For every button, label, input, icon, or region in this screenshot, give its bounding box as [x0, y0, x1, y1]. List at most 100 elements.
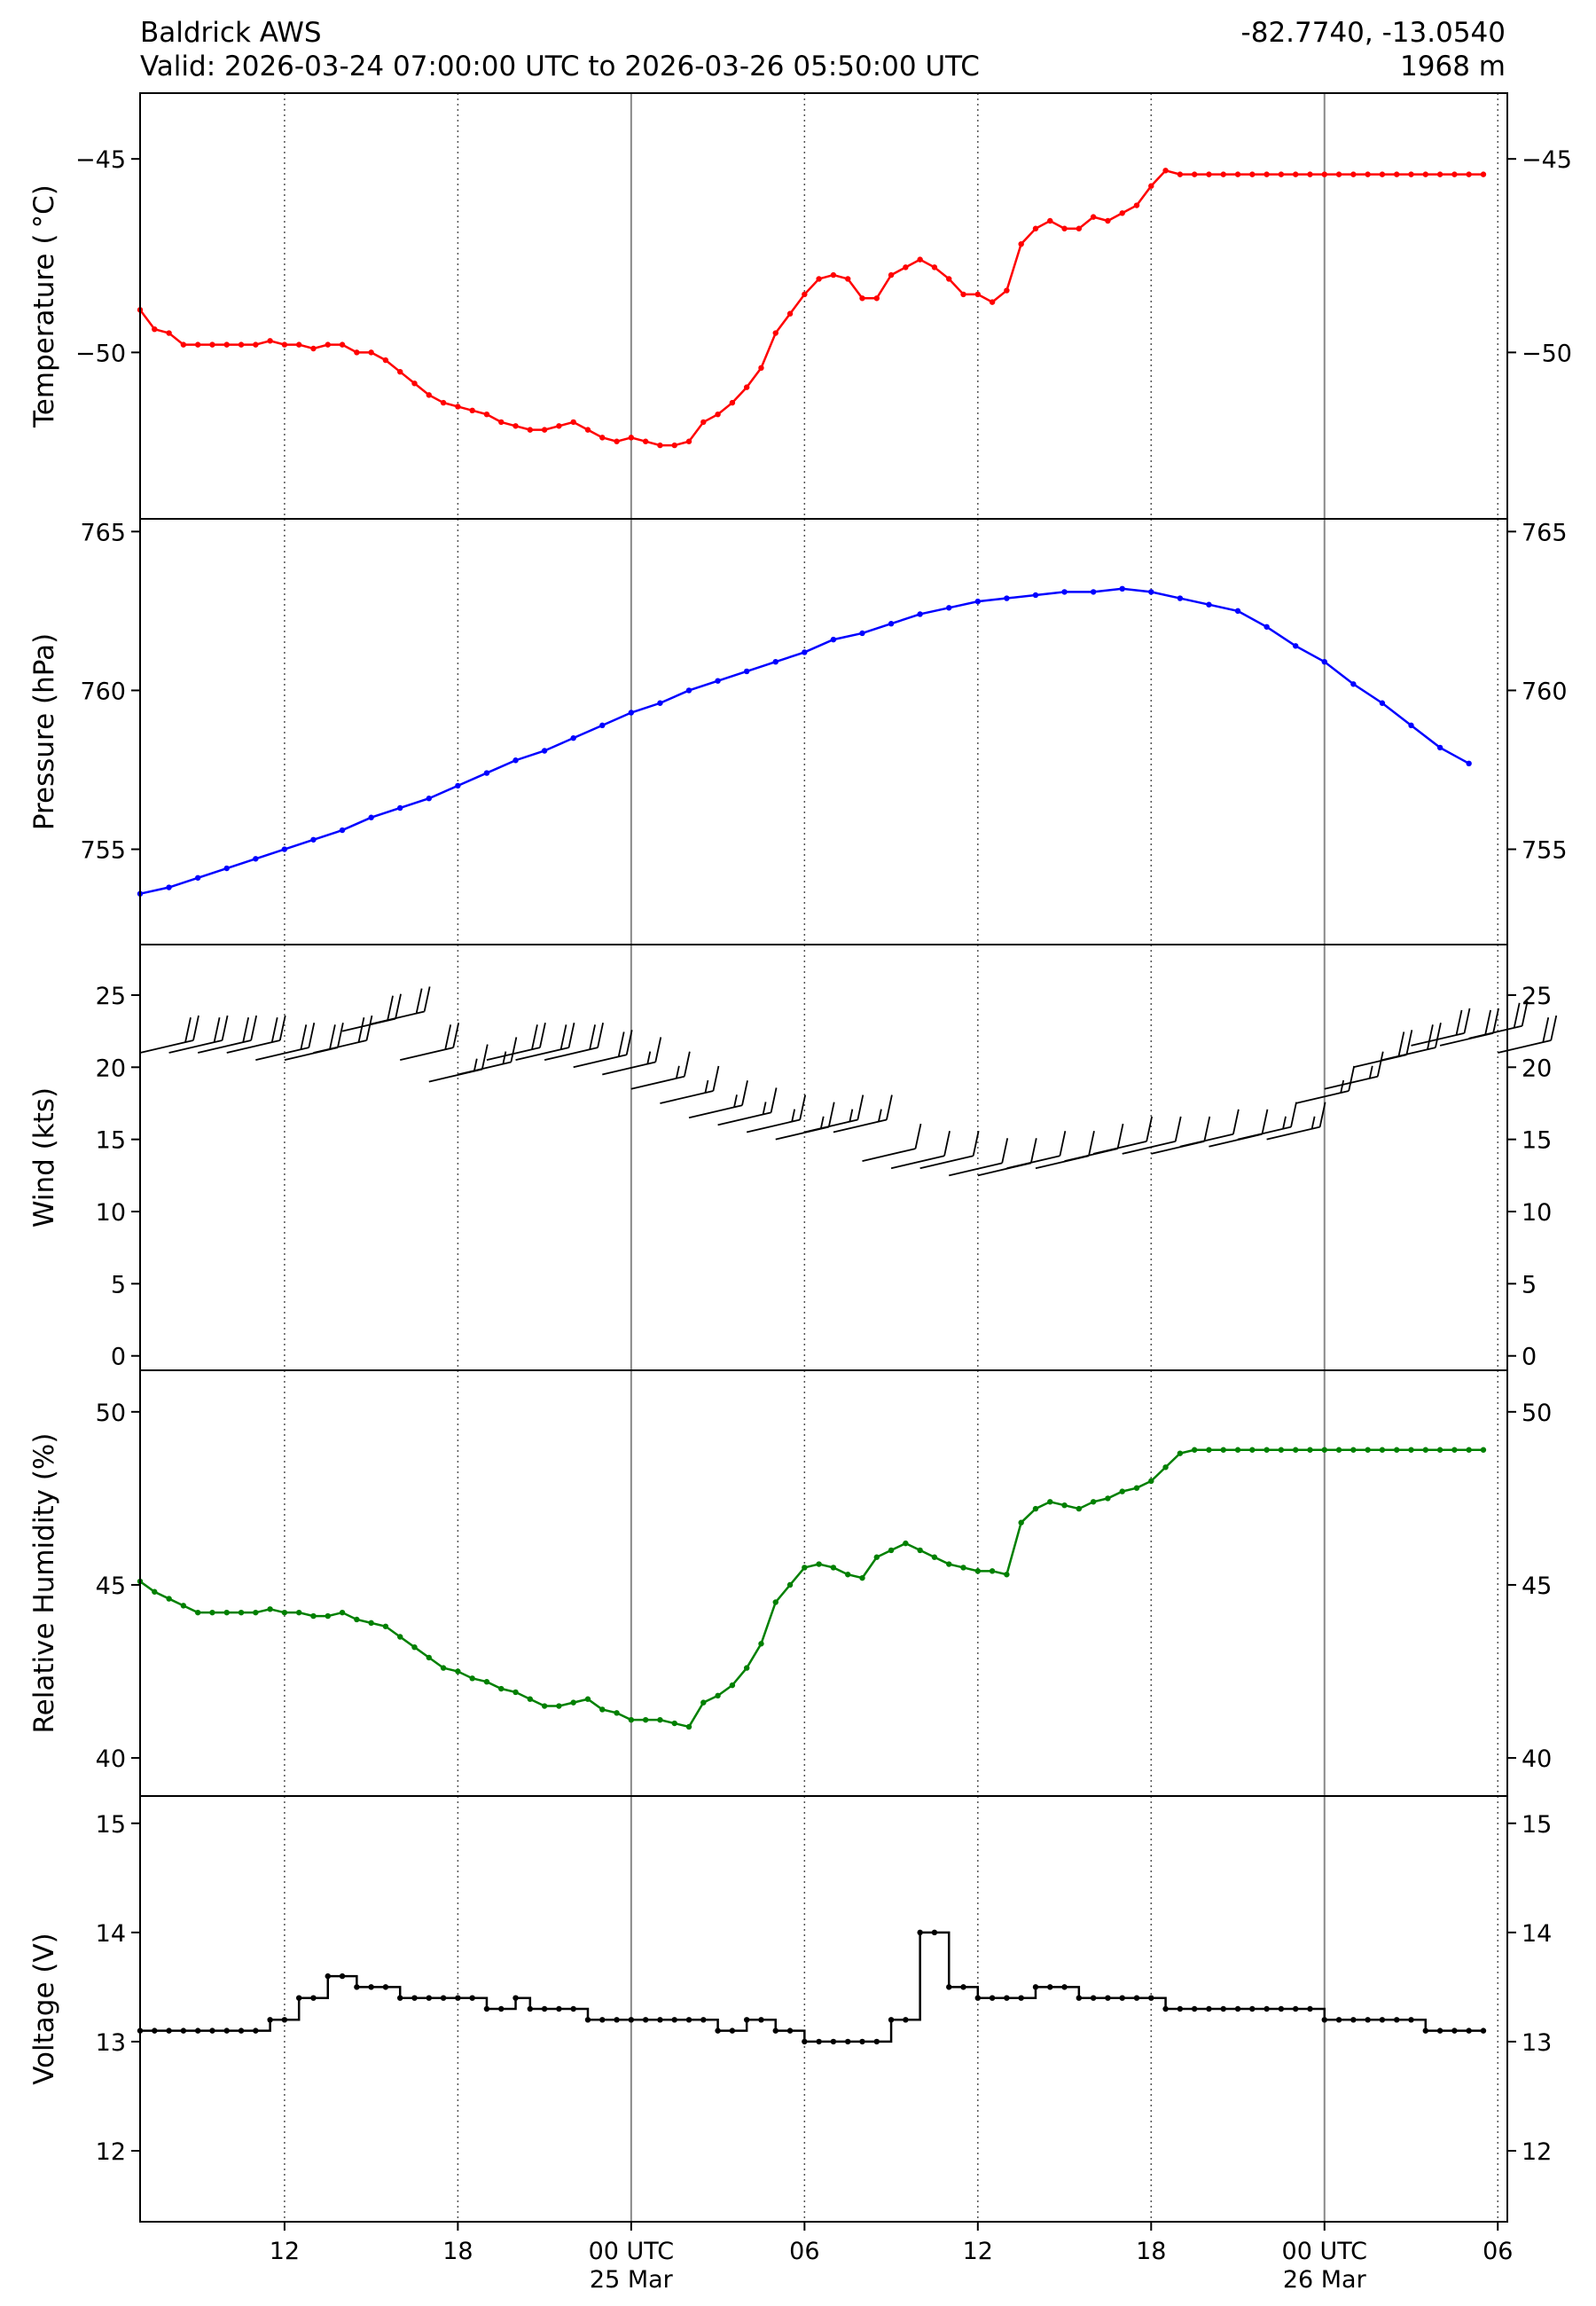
data-point [354, 349, 360, 356]
y-tick-label-left: −45 [75, 146, 126, 174]
data-point [642, 1716, 649, 1723]
data-point [989, 299, 996, 305]
data-point [599, 722, 606, 729]
station-elevation: 1968 m [1400, 51, 1506, 82]
data-point [223, 2028, 230, 2034]
y-axis-label: Relative Humidity (%) [28, 1433, 60, 1734]
data-point [1264, 171, 1270, 177]
y-tick-label-left: 765 [80, 519, 126, 546]
data-point [873, 1554, 880, 1560]
data-point [584, 1696, 591, 1702]
data-point [209, 341, 215, 348]
data-point [1191, 171, 1198, 177]
data-point [1365, 2017, 1371, 2023]
data-point [1307, 1447, 1313, 1453]
data-point [310, 1612, 317, 1620]
data-point [786, 2028, 794, 2034]
data-point [238, 1609, 245, 1616]
data-point [974, 291, 982, 298]
wind-barb [1237, 1102, 1297, 1141]
data-point [469, 1675, 475, 1682]
data-point [541, 1703, 548, 1709]
data-point [802, 291, 808, 298]
wind-barb [400, 1022, 460, 1062]
data-point [772, 658, 778, 665]
data-point [1350, 171, 1357, 177]
data-point [743, 2017, 750, 2023]
data-point [527, 2005, 534, 2012]
data-point [498, 1685, 505, 1692]
wind-barb [544, 1022, 604, 1062]
y-tick-label-right: 14 [1522, 1920, 1552, 1948]
data-point [1206, 171, 1212, 177]
chart-title-block: Baldrick AWS Valid: 2026-03-24 07:00:00 … [140, 16, 980, 83]
data-point [194, 2028, 201, 2034]
data-point [715, 411, 721, 418]
data-point [772, 1599, 778, 1605]
data-point [1466, 1447, 1472, 1453]
data-point [1292, 2005, 1299, 2012]
y-tick-label-right: 765 [1522, 519, 1568, 546]
x-tick-label: 18 [1136, 2238, 1166, 2265]
data-point [570, 2005, 576, 2012]
wind-barb [1411, 1008, 1471, 1047]
data-point [570, 419, 576, 426]
data-point [772, 2028, 778, 2034]
data-point [325, 1612, 331, 1620]
data-point [830, 271, 837, 278]
y-tick-label-left: 45 [96, 1573, 126, 1600]
y-tick-label-right: 10 [1522, 1199, 1552, 1227]
data-point [223, 341, 230, 348]
data-point [527, 427, 534, 433]
data-point [1264, 1447, 1270, 1453]
data-point [426, 796, 432, 802]
wind-barb [717, 1087, 778, 1126]
series-line [138, 169, 1483, 447]
data-point [368, 1620, 374, 1627]
y-tick-label-right: −45 [1522, 146, 1572, 174]
y-tick-label-left: 760 [80, 678, 126, 705]
data-point [1422, 1447, 1428, 1453]
data-point [310, 345, 317, 352]
data-point [1350, 2017, 1357, 2023]
data-point [743, 384, 750, 390]
y-tick-label-left: 14 [96, 1920, 126, 1948]
station-coordinates: -82.7740, -13.0540 [1240, 17, 1506, 49]
data-point [1466, 760, 1472, 767]
data-point [194, 341, 201, 348]
panel-frame [139, 1795, 1508, 2223]
data-point [180, 341, 187, 348]
data-point [397, 1995, 403, 2001]
data-point [556, 1703, 562, 1709]
data-point [614, 1710, 620, 1716]
panel-frame [139, 944, 1508, 1371]
y-tick-label-right: 760 [1522, 678, 1568, 705]
data-point [628, 710, 635, 716]
data-point [455, 1668, 461, 1675]
data-point [1335, 1447, 1342, 1453]
y-tick-label-right: 50 [1522, 1400, 1552, 1427]
data-point [411, 1643, 418, 1651]
data-point [859, 2038, 865, 2045]
data-point [1206, 601, 1212, 608]
data-point [642, 438, 649, 444]
data-point [253, 856, 259, 862]
data-point [541, 427, 548, 433]
data-point [1177, 1450, 1184, 1456]
wind-barb [1324, 1051, 1384, 1090]
data-point [830, 2038, 837, 2045]
data-point [1162, 1464, 1169, 1471]
data-point [671, 1720, 677, 1727]
data-point [440, 1665, 447, 1671]
data-point [758, 2017, 764, 2023]
y-tick-label-left: 755 [80, 837, 126, 865]
y-tick-label-right: 0 [1522, 1344, 1537, 1371]
data-point [469, 1995, 475, 2001]
wind-barb [660, 1065, 720, 1104]
data-point [1264, 624, 1270, 630]
data-point [1234, 171, 1241, 177]
data-point [859, 295, 865, 302]
data-point [512, 1995, 519, 2001]
data-point [1335, 2017, 1342, 2023]
y-axis-label: Voltage (V) [28, 1933, 60, 2085]
